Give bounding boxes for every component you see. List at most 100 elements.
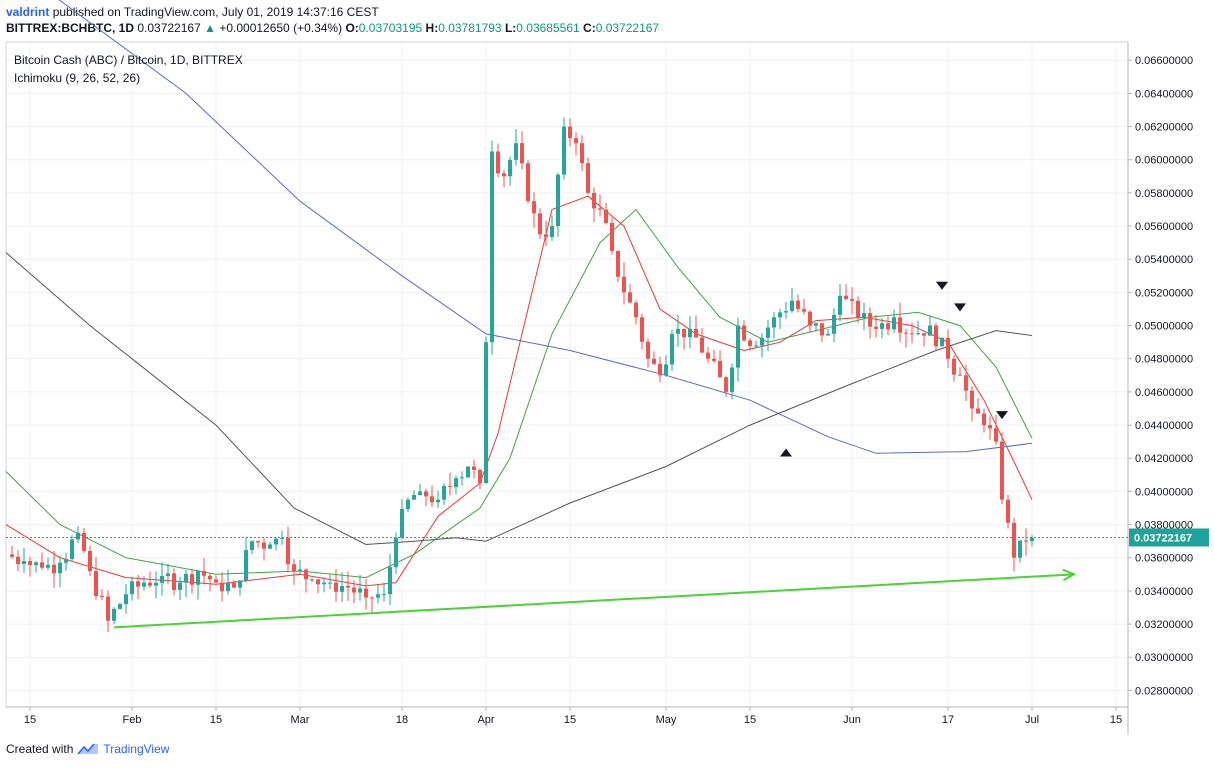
candle-body	[508, 159, 512, 177]
price-tick-label: 0.05400000	[1135, 254, 1193, 266]
candle-body	[40, 562, 44, 568]
candle-body	[286, 537, 290, 565]
candle-body	[556, 174, 560, 227]
candle-body	[64, 558, 68, 563]
candle-body	[658, 363, 662, 376]
candle-body	[832, 314, 836, 334]
current-price-tag	[1129, 528, 1209, 547]
candle-body	[226, 582, 230, 592]
tradingview-logo-icon[interactable]	[77, 742, 99, 756]
chart-header: valdrint published on TradingView.com, J…	[6, 4, 1214, 36]
indicator-label: Ichimoku (9, 26, 52, 26)	[14, 71, 140, 85]
candle-body	[382, 594, 386, 596]
candle-body	[628, 292, 632, 303]
candle-body	[1012, 522, 1016, 558]
candle-body	[400, 509, 404, 538]
candle-body	[622, 276, 626, 293]
close-label: C:	[583, 21, 596, 35]
candle-body	[184, 574, 188, 583]
price-tick-label: 0.04000000	[1135, 486, 1193, 498]
time-tick-label: Jul	[1025, 714, 1039, 726]
candle-body	[46, 564, 50, 568]
price-tick-label: 0.03600000	[1135, 553, 1193, 565]
price-tick-label: 0.03000000	[1135, 652, 1193, 664]
candle-body	[844, 295, 848, 299]
candle-body	[478, 470, 482, 484]
candle-body	[838, 295, 842, 315]
candle-body	[598, 208, 602, 210]
chart-grid	[6, 42, 1128, 707]
candle-body	[1006, 499, 1010, 523]
candle-body	[862, 313, 866, 318]
candle-body	[340, 585, 344, 592]
time-axis[interactable]: 15 Feb 15 Mar 18 Apr 15 May 15 Jun 17 Jul 15	[24, 707, 1122, 726]
high-value: 0.03781793	[438, 21, 502, 35]
candle-body	[748, 340, 752, 346]
candle-body	[850, 298, 854, 301]
candle-body	[586, 163, 590, 193]
change-up-icon: ▲	[204, 21, 216, 35]
candle-body	[448, 485, 452, 487]
price-tick-label: 0.06000000	[1135, 155, 1193, 167]
candle-body	[718, 360, 722, 378]
open-value: 0.03703195	[358, 21, 423, 35]
low-value: 0.03685561	[516, 21, 580, 35]
candle-body	[394, 537, 398, 568]
candle-body	[562, 126, 566, 175]
candle-body	[334, 582, 338, 592]
trendline[interactable]	[113, 568, 1077, 629]
candle-body	[94, 571, 98, 596]
candle-body	[316, 579, 320, 585]
time-tick-label: May	[656, 714, 677, 726]
price-tick-label: 0.03800000	[1135, 520, 1193, 532]
candle-body	[148, 582, 152, 586]
candle-body	[118, 604, 122, 609]
candle-body	[970, 390, 974, 409]
candle-body	[454, 478, 458, 487]
candle-body	[196, 571, 200, 585]
candle-body	[256, 541, 260, 543]
candle-body	[142, 582, 146, 587]
candle-body	[544, 234, 548, 238]
candle-body	[946, 337, 950, 359]
candle-body	[538, 213, 542, 235]
candle-body	[952, 358, 956, 375]
candle-body	[514, 143, 518, 160]
candle-body	[820, 323, 824, 336]
candle-body	[880, 323, 884, 329]
candle-body	[766, 327, 770, 338]
marker-up-triangle	[780, 448, 792, 457]
candle-body	[778, 312, 782, 318]
open-label: O:	[345, 21, 359, 35]
candle-body	[352, 587, 356, 593]
chart-title: Bitcoin Cash (ABC) / Bitcoin, 1D, BITTRE…	[14, 53, 243, 67]
time-tick-label: Apr	[477, 714, 494, 726]
author-link[interactable]: valdrint	[6, 5, 50, 19]
last-price: 0.03722167	[137, 21, 201, 35]
time-tick-label: 15	[1110, 714, 1122, 726]
candles	[10, 117, 1034, 633]
candle-body	[442, 485, 446, 500]
marker-down-triangle	[936, 281, 948, 290]
candle-body	[208, 575, 212, 580]
candle-body	[304, 569, 308, 580]
candle-body	[190, 574, 194, 585]
price-axis[interactable]: 0.06600000 0.06400000 0.06200000 0.06000000…	[1128, 55, 1193, 697]
candle-body	[484, 342, 488, 484]
moving-average-line	[5, 252, 1033, 546]
candle-body	[358, 588, 362, 593]
candle-body	[70, 539, 74, 559]
price-tick-label: 0.06400000	[1135, 88, 1193, 100]
candle-body	[772, 317, 776, 328]
candle-body	[736, 325, 740, 368]
candle-body	[202, 571, 206, 576]
tradingview-brand[interactable]: TradingView	[103, 742, 170, 756]
candle-body	[106, 596, 110, 621]
candle-body	[88, 551, 92, 572]
current-price-label: 0.03722167	[1134, 532, 1192, 544]
candle-body	[976, 408, 980, 414]
candle-body	[706, 352, 710, 359]
candle-body	[646, 341, 650, 359]
close-value: 0.03722167	[595, 21, 660, 35]
